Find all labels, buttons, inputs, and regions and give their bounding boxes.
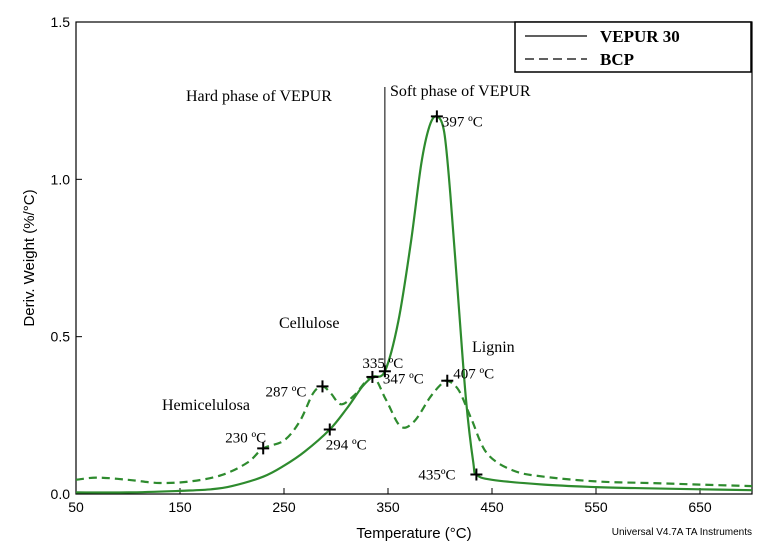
data-label: 294 ºC <box>326 437 367 453</box>
annotation-soft-phase: Soft phase of VEPUR <box>390 83 531 100</box>
instrument-credit: Universal V4.7A TA Instruments <box>612 527 752 538</box>
data-label: 230 ºC <box>225 430 266 446</box>
x-tick-label: 350 <box>376 499 400 515</box>
x-axis-label: Temperature (°C) <box>356 525 471 542</box>
data-label: 407 ºC <box>453 367 494 383</box>
data-label: 335 ºC <box>362 356 403 372</box>
legend-box <box>514 21 752 73</box>
data-label: 287 ºC <box>265 384 306 400</box>
y-tick-label: 1.0 <box>51 171 71 187</box>
annotation-lignin: Lignin <box>472 339 515 356</box>
x-tick-label: 550 <box>584 499 608 515</box>
x-tick-label: 450 <box>480 499 504 515</box>
x-tick-label: 50 <box>68 499 84 515</box>
x-tick-label: 650 <box>688 499 712 515</box>
y-tick-label: 1.5 <box>51 14 71 30</box>
y-tick-label: 0.5 <box>51 329 71 345</box>
plot-area: 50 150 250 350 450 550 650 0.0 0.5 1.0 1.5 230 ºC 28… <box>51 14 753 515</box>
y-tick-label: 0.0 <box>51 486 71 502</box>
y-axis-label: Deriv. Weight (%/°C) <box>21 189 38 326</box>
x-tick-label: 250 <box>272 499 296 515</box>
data-label: 397 ºC <box>442 114 483 130</box>
x-tick-label: 150 <box>168 499 192 515</box>
annotation-hemicellulose: Hemicelulosa <box>162 397 250 414</box>
series-line-bcp <box>75 375 753 488</box>
series-line-vepur <box>75 115 753 494</box>
legend-label-vepur: VEPUR 30 <box>600 27 680 46</box>
data-label: 435ºC <box>418 467 455 483</box>
data-label: 347 ºC <box>383 371 424 387</box>
annotation-hard-phase: Hard phase of VEPUR <box>186 88 332 105</box>
plot-frame <box>75 21 753 495</box>
annotation-cellulose: Cellulose <box>279 315 339 332</box>
legend-label-bcp: BCP <box>600 50 634 69</box>
annotations: Hard phase of VEPUR Soft phase of VEPUR … <box>162 83 531 414</box>
legend: VEPUR 30 BCP <box>514 21 752 73</box>
